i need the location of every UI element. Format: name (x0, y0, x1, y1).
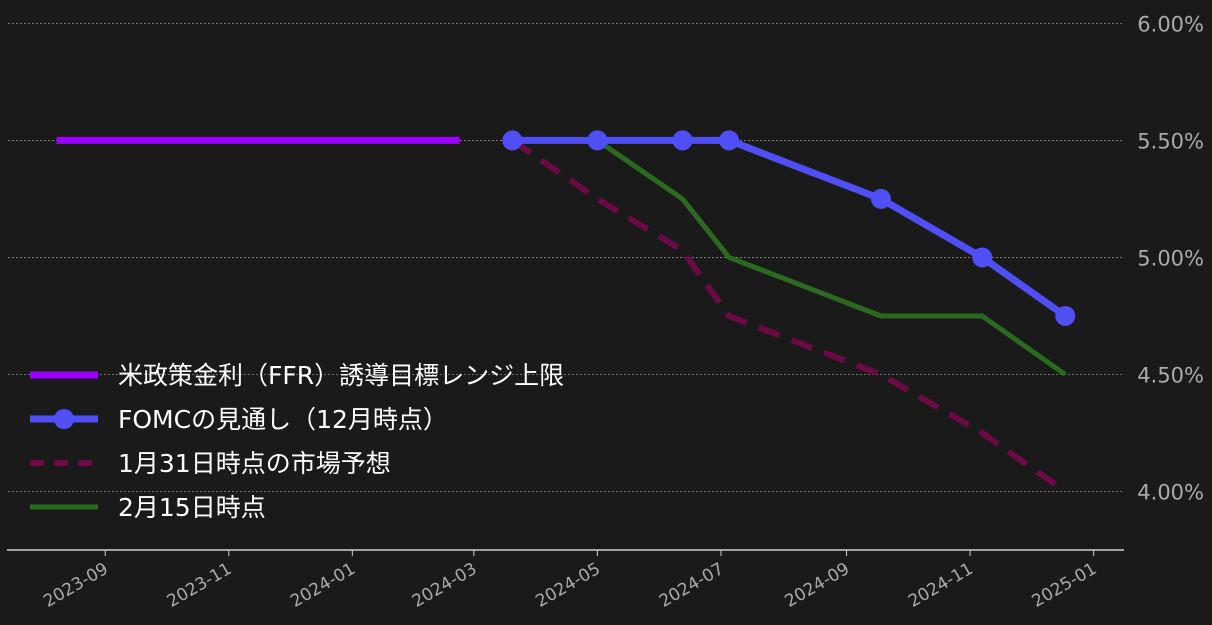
series-marker (587, 130, 608, 151)
x-tick-label: 2024-11 (905, 559, 977, 612)
x-axis: 2023-09 2023-11 2024-01 2024-03 2024-05 2024-… (7, 549, 1124, 612)
legend-marker (54, 409, 74, 429)
legend-label: 1月31日時点の市場予想 (118, 449, 391, 478)
y-tick-label: 5.00% (1137, 246, 1204, 270)
x-tick-label: 2024-03 (409, 559, 481, 612)
y-tick-label: 6.00% (1137, 12, 1204, 36)
series-marker (502, 130, 523, 151)
y-tick-label: 4.00% (1137, 480, 1204, 504)
series-marker (870, 188, 891, 209)
x-tick-label: 2023-09 (40, 559, 112, 612)
x-tick-label: 2025-01 (1029, 559, 1101, 612)
x-tick-label: 2024-01 (287, 559, 359, 612)
series-marker (719, 130, 740, 151)
x-tick-label: 2024-07 (656, 559, 728, 612)
y-tick-label: 4.50% (1137, 363, 1204, 387)
legend-label: FOMCの見通し（12月時点） (118, 405, 448, 434)
y-tick-label: 5.50% (1137, 129, 1204, 153)
legend-label: 2月15日時点 (118, 493, 266, 522)
series-marker (672, 130, 693, 151)
series-line-2 (512, 136, 1068, 319)
series-line-3 (510, 137, 1068, 494)
x-tick-label: 2024-05 (532, 559, 604, 612)
y-axis-ticks: 4.00% 4.50% 5.00% 5.50% 6.00% (1137, 12, 1204, 504)
x-tick-label: 2023-11 (164, 559, 236, 612)
series-marker (1055, 305, 1076, 326)
legend: 米政策金利（FFR）誘導目標レンジ上限 FOMCの見通し（12月時点） 1月31日時… (30, 361, 564, 522)
legend-label: 米政策金利（FFR）誘導目標レンジ上限 (118, 361, 564, 390)
series-marker (972, 247, 993, 268)
series-layer (56, 130, 1076, 494)
x-tick-label: 2024-09 (782, 559, 854, 612)
